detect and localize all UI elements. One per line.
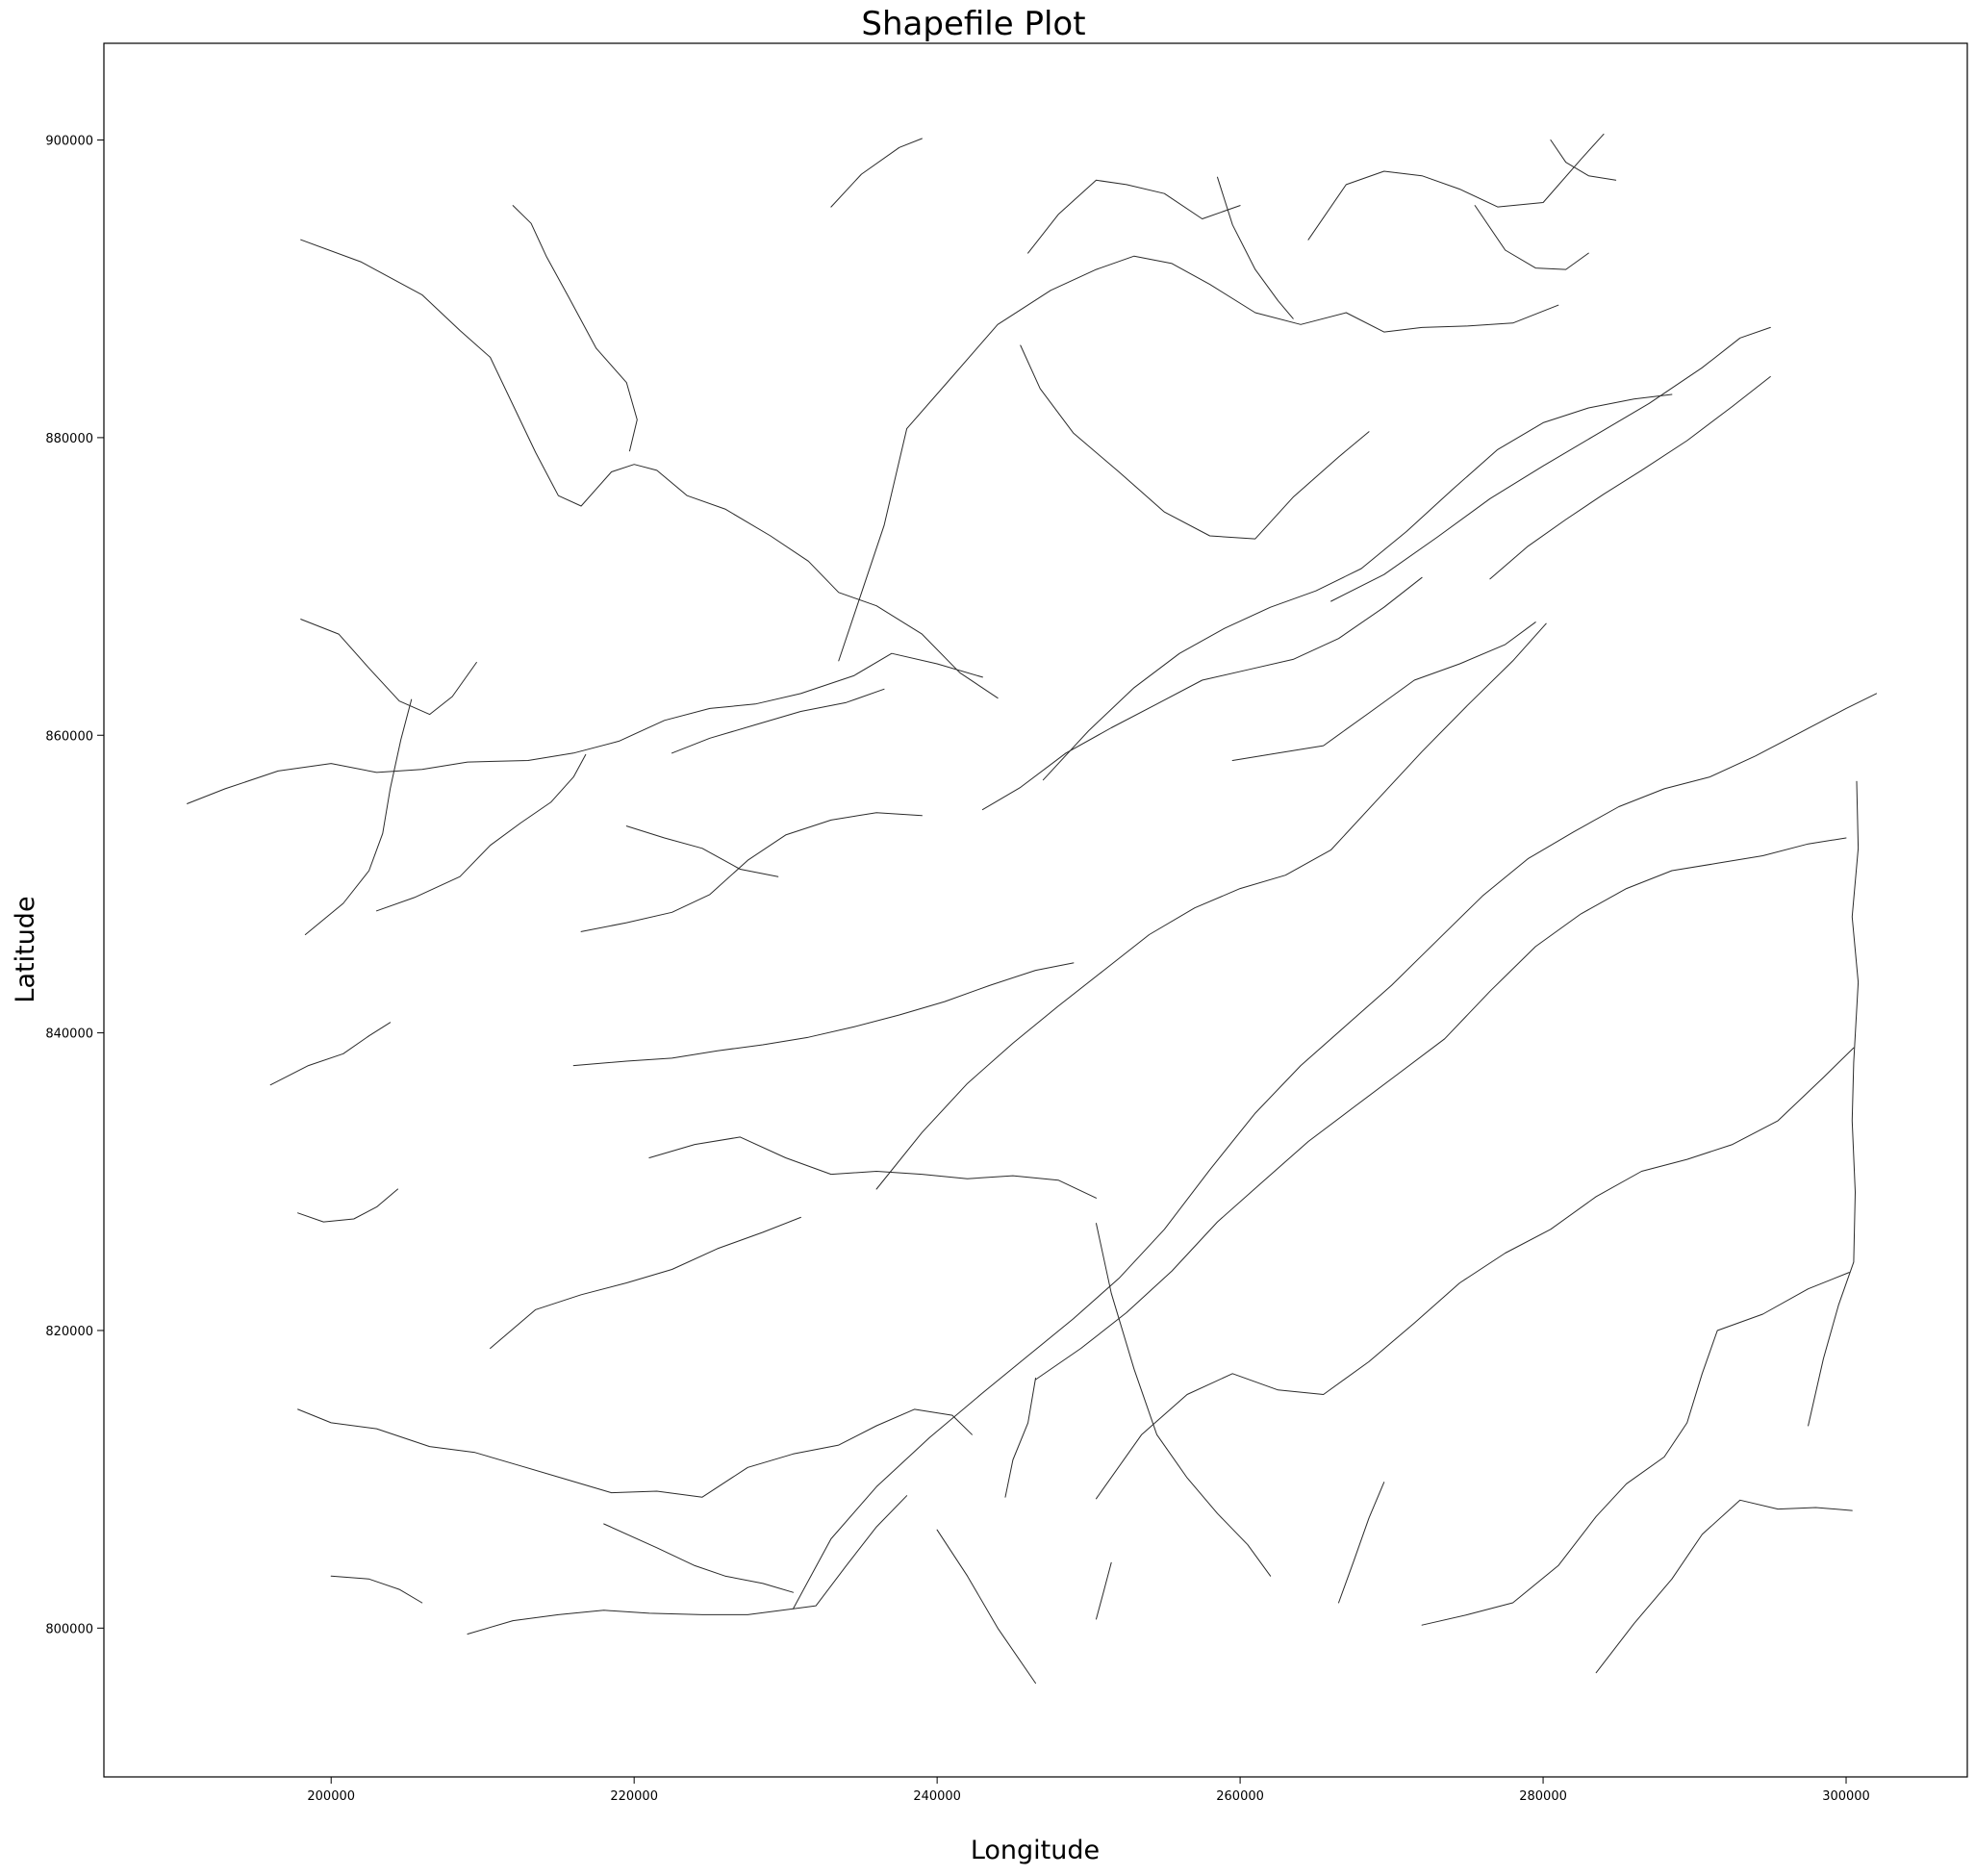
road-5: [376, 753, 587, 912]
road-40: [1550, 139, 1617, 181]
plot-area: [103, 42, 1968, 1778]
road-43: [1231, 621, 1536, 761]
road-19: [1027, 179, 1241, 254]
x-axis: 200000 220000 240000 260000 280000 300000: [307, 1777, 1870, 1804]
road-16: [1042, 393, 1673, 781]
road-8: [297, 1188, 398, 1223]
road-14: [793, 693, 1877, 1610]
road-24: [648, 1136, 1097, 1199]
road-32: [1595, 1499, 1853, 1674]
y-axis-label: Latitude: [11, 896, 40, 1002]
road-23: [572, 962, 1075, 1067]
road-7: [269, 1022, 392, 1086]
road-35: [1004, 1378, 1036, 1498]
road-29: [1035, 837, 1847, 1381]
road-33: [1808, 780, 1860, 1427]
road-36: [1096, 1561, 1112, 1620]
road-network: [187, 133, 1877, 1685]
y-tick-label: 900000: [45, 135, 93, 149]
road-18: [838, 255, 1559, 662]
road-28: [671, 688, 885, 754]
y-tick-label: 820000: [45, 1325, 93, 1339]
road-30: [1096, 1047, 1855, 1500]
road-26: [580, 812, 923, 932]
road-11: [467, 1495, 908, 1635]
y-axis: 800000 820000 840000 860000 880000 900000: [45, 135, 104, 1636]
road-4: [300, 619, 477, 716]
road-42: [981, 576, 1423, 811]
road-21: [1307, 133, 1605, 241]
road-2: [512, 205, 638, 452]
y-tick-label: 800000: [45, 1622, 93, 1636]
road-3: [187, 652, 983, 804]
road-20: [1020, 344, 1370, 540]
road-13: [936, 1529, 1036, 1685]
chart-title: Shapefile Plot: [861, 5, 1085, 43]
x-tick-label: 260000: [1216, 1789, 1264, 1804]
road-17: [1330, 326, 1771, 602]
road-12: [330, 1575, 423, 1604]
road-25: [490, 1216, 801, 1349]
x-axis-label: Longitude: [971, 1836, 1100, 1865]
y-tick-label: 880000: [45, 432, 93, 446]
y-tick-label: 860000: [45, 729, 93, 744]
road-10: [603, 1523, 794, 1593]
x-tick-label: 220000: [610, 1789, 658, 1804]
road-6: [304, 698, 413, 935]
x-tick-label: 300000: [1822, 1789, 1870, 1804]
x-tick-label: 200000: [307, 1789, 355, 1804]
road-1: [300, 239, 999, 699]
road-37: [1338, 1482, 1385, 1604]
road-22: [830, 138, 923, 208]
road-38: [1217, 176, 1294, 319]
x-tick-label: 280000: [1519, 1789, 1567, 1804]
road-9: [297, 1408, 973, 1498]
x-tick-label: 240000: [913, 1789, 961, 1804]
road-39: [1474, 205, 1589, 270]
road-27: [625, 825, 779, 877]
road-34: [1096, 1223, 1272, 1577]
y-tick-label: 840000: [45, 1027, 93, 1042]
road-41: [1489, 376, 1771, 580]
road-15: [875, 622, 1547, 1190]
road-31: [1421, 1272, 1850, 1626]
